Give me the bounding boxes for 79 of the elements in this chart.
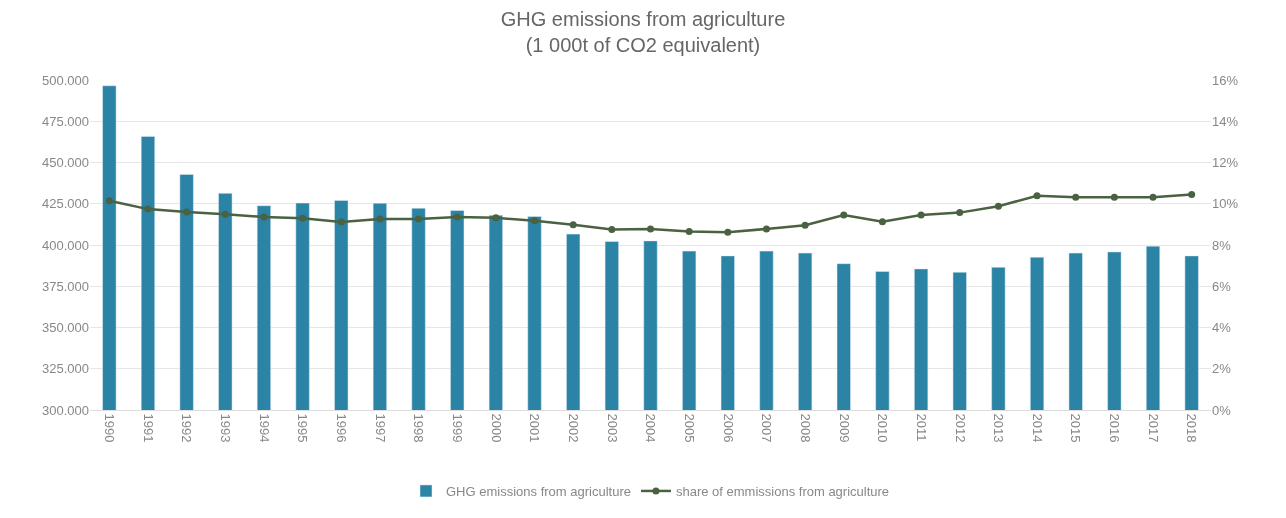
point bbox=[1188, 190, 1196, 198]
x-tick-label: 1993 bbox=[218, 413, 234, 443]
point bbox=[1149, 193, 1157, 201]
x-tick-label: 2007 bbox=[759, 413, 775, 443]
point bbox=[531, 217, 539, 225]
point bbox=[492, 214, 500, 222]
x-tick-label: 1991 bbox=[140, 413, 156, 443]
point bbox=[260, 213, 268, 221]
point bbox=[840, 211, 848, 219]
point bbox=[762, 225, 770, 233]
y2-tick-label: 16% bbox=[1212, 72, 1239, 88]
y2-tick-label: 14% bbox=[1212, 113, 1239, 129]
x-tick-label: 2016 bbox=[1107, 413, 1123, 443]
y2-tick-label: 12% bbox=[1212, 155, 1239, 171]
point bbox=[917, 211, 925, 219]
y-tick-label: 375.000 bbox=[42, 278, 89, 294]
point bbox=[105, 197, 113, 205]
y-tick-label: 325.000 bbox=[42, 361, 89, 377]
point bbox=[956, 209, 964, 217]
y-tick-label: 500.000 bbox=[42, 72, 89, 88]
point bbox=[1110, 193, 1118, 201]
y2-tick-label: 6% bbox=[1212, 278, 1232, 294]
x-tick-label: 2006 bbox=[720, 413, 736, 443]
x-tick-label: 1994 bbox=[256, 413, 272, 443]
point bbox=[724, 228, 732, 236]
point bbox=[415, 215, 423, 223]
x-tick-label: 2018 bbox=[1184, 413, 1200, 443]
point bbox=[337, 218, 345, 226]
x-tick-label: 1996 bbox=[334, 413, 350, 443]
x-tick-label: 2012 bbox=[952, 413, 968, 443]
point bbox=[453, 213, 461, 221]
x-tick-label: 1997 bbox=[372, 413, 388, 443]
point bbox=[299, 214, 307, 222]
x-tick-label: 1995 bbox=[295, 413, 311, 443]
x-tick-label: 2001 bbox=[527, 413, 543, 443]
y2-tick-label: 2% bbox=[1212, 361, 1232, 377]
x-tick-label: 2003 bbox=[604, 413, 620, 443]
point bbox=[221, 210, 229, 218]
y-tick-label: 400.000 bbox=[42, 237, 89, 253]
x-tick-label: 2011 bbox=[913, 413, 929, 442]
legend-label: share of emmissions from agriculture bbox=[675, 484, 890, 500]
x-tick-label: 2017 bbox=[1145, 413, 1161, 443]
y-tick-label: 350.000 bbox=[42, 320, 89, 336]
point bbox=[1072, 193, 1080, 201]
y2-tick-label: 0% bbox=[1212, 402, 1232, 418]
x-tick-label: 2005 bbox=[681, 413, 697, 443]
x-tick-label: 2015 bbox=[1068, 413, 1084, 443]
legend-label: GHG emissions from agriculture bbox=[446, 484, 631, 500]
point bbox=[183, 208, 191, 216]
chart-title: GHG emissions from agriculture (1 000t of CO2 equivalent) bbox=[500, 7, 786, 56]
point bbox=[878, 218, 886, 226]
point bbox=[647, 225, 654, 233]
point bbox=[144, 205, 152, 213]
x-tick-label: 2004 bbox=[643, 413, 659, 443]
x-tick-label: 2009 bbox=[836, 413, 852, 443]
x-tick-label: 2013 bbox=[991, 413, 1007, 443]
y-tick-label: 425.000 bbox=[42, 196, 89, 212]
y2-tick-label: 8% bbox=[1212, 237, 1232, 253]
point bbox=[376, 215, 384, 223]
x-tick-label: 2014 bbox=[1029, 413, 1045, 443]
y-tick-label: 475.000 bbox=[42, 113, 89, 129]
point bbox=[801, 221, 809, 229]
x-tick-label: 1990 bbox=[102, 413, 118, 443]
point bbox=[569, 221, 577, 229]
x-tick-label: 2010 bbox=[875, 413, 891, 443]
point bbox=[608, 226, 616, 234]
y-tick-label: 300.000 bbox=[42, 402, 89, 418]
point bbox=[1033, 192, 1041, 200]
point bbox=[994, 202, 1002, 210]
y-tick-label: 450.000 bbox=[42, 155, 89, 171]
y2-tick-label: 10% bbox=[1212, 196, 1239, 212]
point bbox=[685, 227, 693, 235]
x-tick-label: 1998 bbox=[411, 413, 427, 443]
y2-tick-label: 4% bbox=[1212, 320, 1232, 336]
x-tick-label: 2002 bbox=[565, 413, 581, 443]
x-tick-label: 1999 bbox=[449, 413, 465, 443]
x-tick-label: 2008 bbox=[797, 413, 813, 443]
x-tick-label: 2000 bbox=[488, 413, 504, 443]
x-tick-label: 1992 bbox=[179, 413, 195, 443]
